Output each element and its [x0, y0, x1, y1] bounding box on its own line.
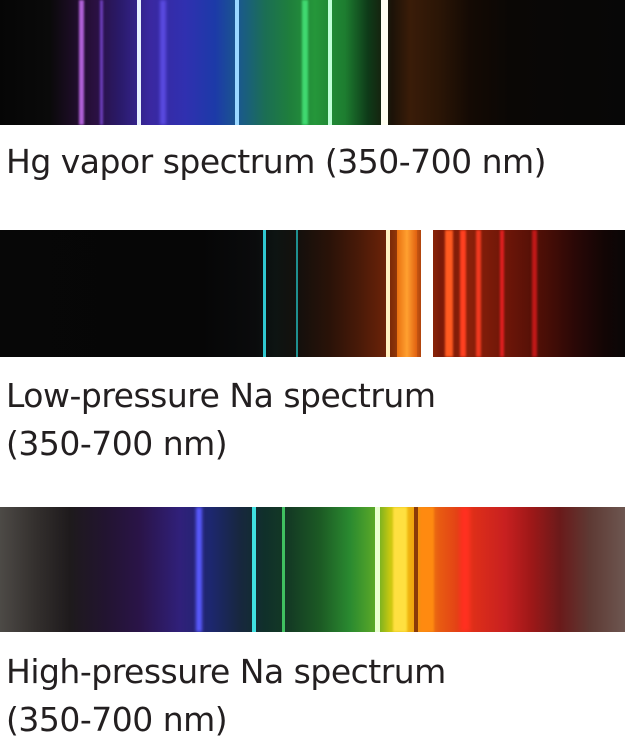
- spectral-line: [386, 230, 390, 357]
- caption-line: Hg vapor spectrum (350-700 nm): [6, 142, 547, 181]
- spectral-line: [79, 0, 84, 125]
- spectral-line: [393, 507, 407, 632]
- spectral-line: [460, 230, 466, 357]
- spectral-line: [420, 507, 434, 632]
- high-pressure-na-spectrum-image: [0, 507, 625, 632]
- spectral-line: [476, 230, 481, 357]
- caption-line: Low-pressure Na spectrum: [6, 376, 436, 415]
- hg-vapor-spectrum-image: [0, 0, 625, 125]
- spectral-line: [381, 0, 388, 125]
- low-pressure-na-spectrum-image: [0, 230, 625, 357]
- hg-spectrum-caption: Hg vapor spectrum (350-700 nm): [6, 138, 547, 186]
- caption-line: (350-700 nm): [6, 424, 228, 463]
- spectral-line: [196, 507, 202, 632]
- spectral-line: [500, 230, 504, 357]
- spectral-line: [460, 507, 470, 632]
- spectral-line: [302, 0, 308, 125]
- high-pressure-na-caption: High-pressure Na spectrum (350-700 nm): [6, 648, 446, 744]
- caption-line: High-pressure Na spectrum: [6, 652, 446, 691]
- spectral-line: [445, 230, 453, 357]
- caption-line: (350-700 nm): [6, 700, 228, 739]
- spectral-line: [375, 507, 380, 632]
- spectral-line: [282, 507, 285, 632]
- spectral-line: [252, 507, 256, 632]
- spectral-line: [160, 0, 166, 125]
- spectral-line: [263, 230, 266, 357]
- spectral-line: [328, 0, 332, 125]
- spectral-line: [421, 230, 433, 357]
- spectral-line: [296, 230, 298, 357]
- spectral-line: [532, 230, 537, 357]
- spectral-line: [414, 507, 418, 632]
- low-pressure-na-caption: Low-pressure Na spectrum (350-700 nm): [6, 372, 436, 468]
- spectral-line: [137, 0, 141, 125]
- spectral-line: [397, 230, 417, 357]
- spectral-line: [235, 0, 239, 125]
- spectral-line: [100, 0, 103, 125]
